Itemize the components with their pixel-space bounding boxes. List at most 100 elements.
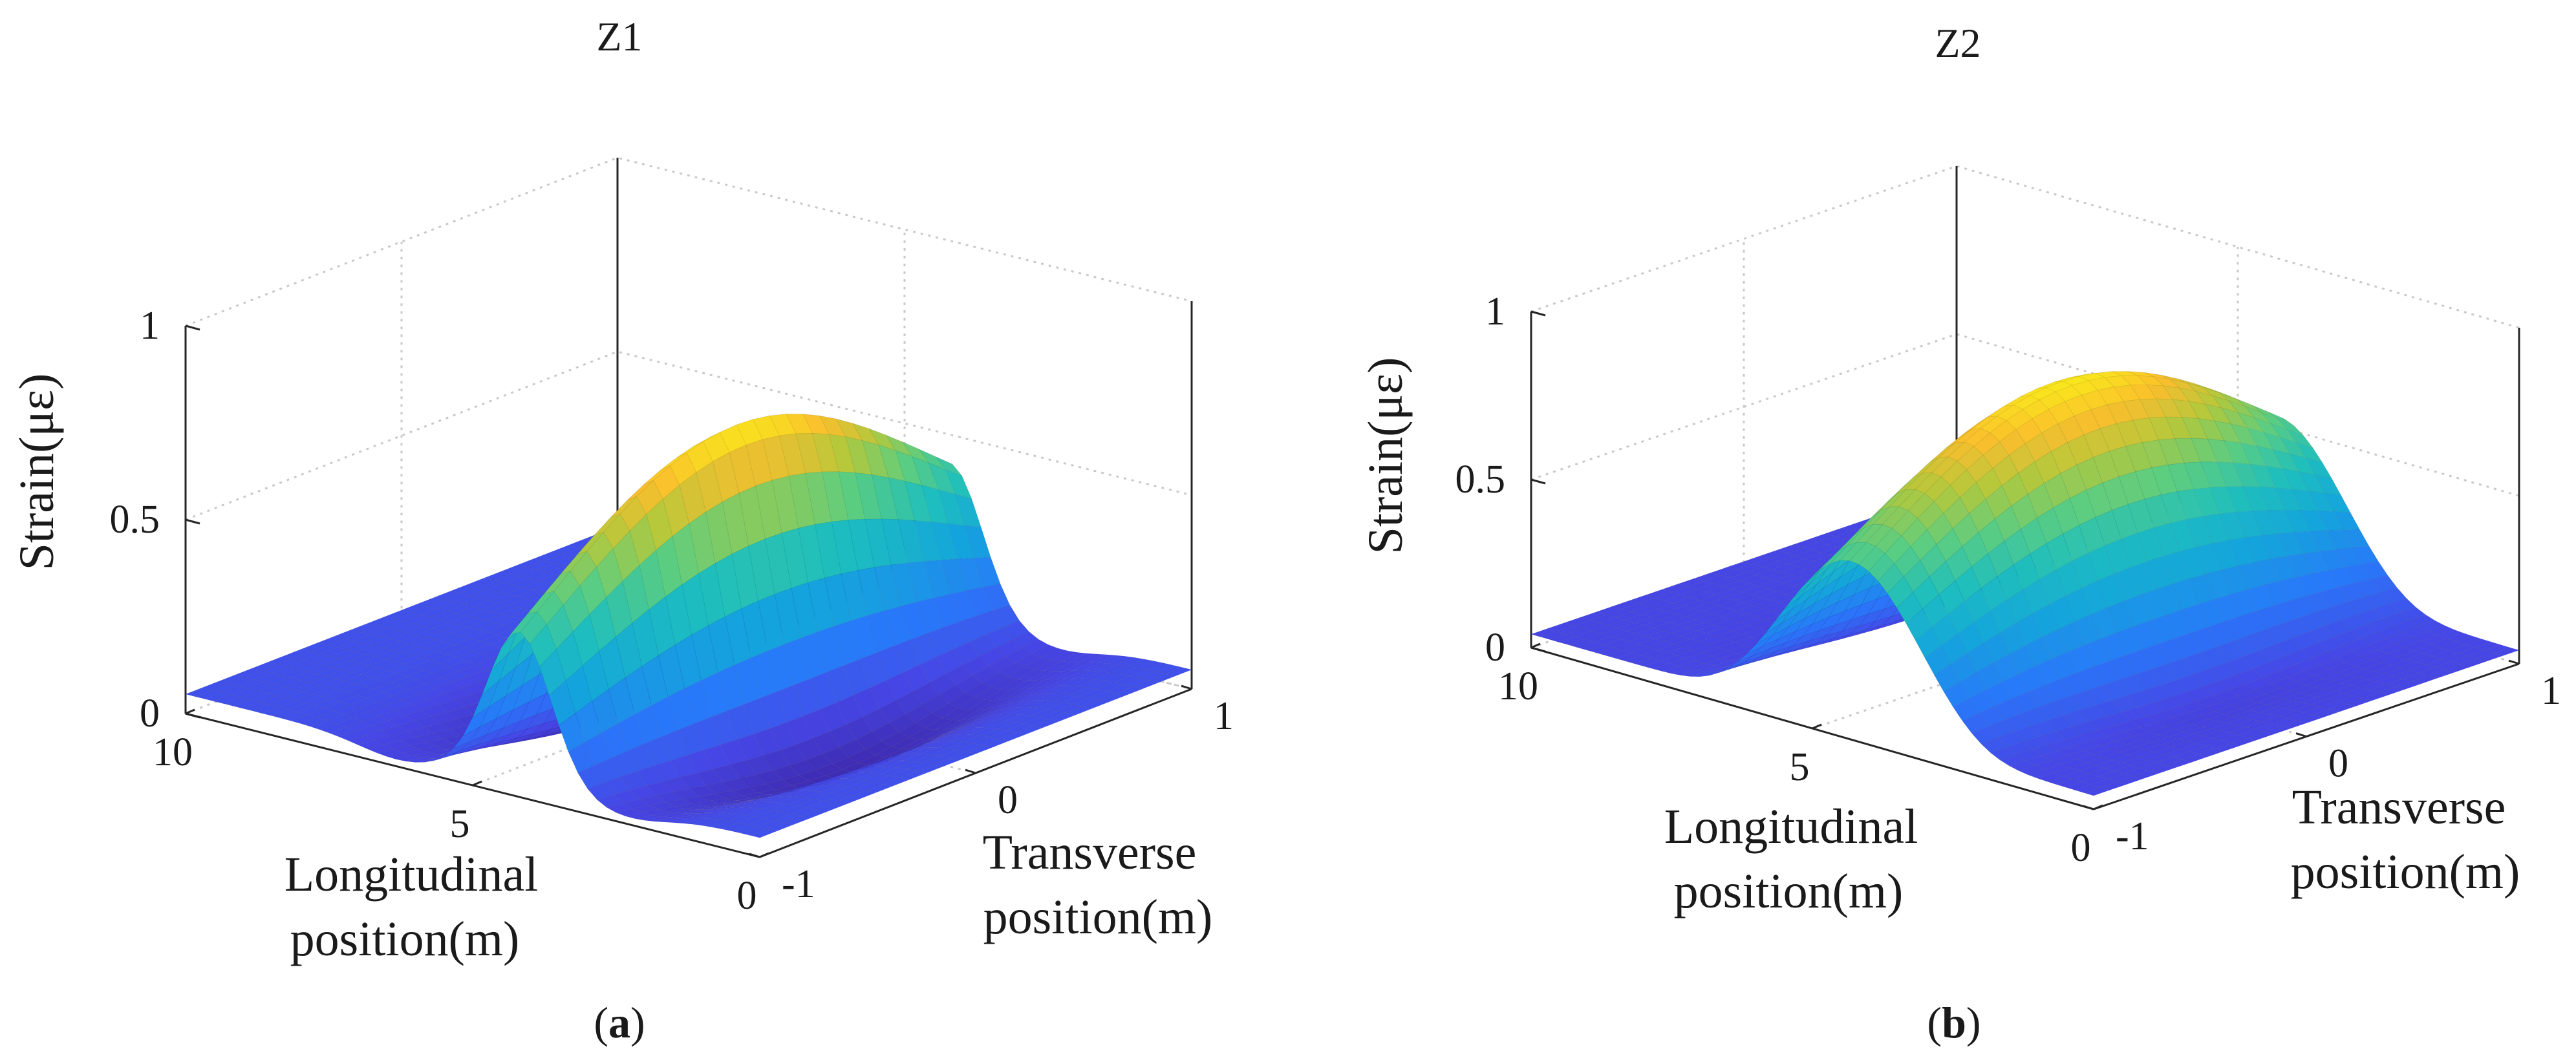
surface-cell <box>2076 754 2104 763</box>
y-tick <box>749 853 760 858</box>
surface-cell <box>957 697 985 711</box>
caption-close-b: ) <box>1966 998 1981 1047</box>
surface-cell <box>761 802 788 811</box>
surface-cell <box>434 590 462 600</box>
surface-cell <box>448 615 477 625</box>
surface-cell <box>824 573 852 627</box>
surface-cell <box>2059 759 2088 768</box>
surface-cell <box>938 684 966 704</box>
surface-cell <box>400 603 429 613</box>
surface-cell <box>453 726 480 749</box>
surface-cell <box>975 714 1002 723</box>
surface-cell <box>694 717 721 750</box>
y-tick-label: -1 <box>782 862 815 906</box>
surface-cell <box>1863 506 1890 528</box>
x-axis-label-line2-a: position(m) <box>290 912 520 966</box>
surface-cell <box>438 613 467 622</box>
surface-cell <box>458 746 485 754</box>
surface-cell <box>717 664 745 712</box>
surface-cell <box>1048 712 1077 722</box>
surface-cell <box>1830 542 1858 564</box>
y-tick <box>2083 805 2094 811</box>
surface-cell <box>766 822 794 832</box>
surface-cell <box>416 673 444 684</box>
surface-cell <box>484 734 511 747</box>
surface-cell <box>854 772 881 781</box>
surface-cell <box>861 766 888 774</box>
surface-cell <box>434 750 461 761</box>
surface-cell <box>2017 765 2045 776</box>
x-tick-label: 10 <box>153 730 193 774</box>
surface-cell <box>2037 381 2063 389</box>
surface-cell <box>512 673 540 711</box>
surface-cell <box>1871 493 1897 518</box>
surface-cell <box>897 519 925 564</box>
panel-caption-a: (a) <box>594 998 645 1047</box>
surface-cell <box>372 639 401 648</box>
surface-cell <box>865 783 894 793</box>
surface-cell <box>970 706 996 719</box>
surface-cell <box>890 737 919 750</box>
surface-cell <box>349 698 378 708</box>
surface-cell <box>376 695 403 706</box>
surface-cell <box>1880 489 1906 511</box>
surface-cell <box>596 794 624 808</box>
z-tick-label: 1 <box>1485 290 1505 334</box>
surface-cell <box>1003 688 1030 700</box>
surface-cell <box>1065 706 1093 716</box>
surface-cell <box>460 629 489 639</box>
surface-cell <box>668 808 695 814</box>
z-tick-label: 0.5 <box>1455 458 1506 502</box>
surface-cell <box>350 622 379 633</box>
gridline-x <box>472 229 906 787</box>
surface-cell <box>458 617 486 628</box>
surface-cell <box>522 580 550 590</box>
surface-cell <box>998 732 1027 741</box>
surface-cell <box>1755 622 1783 644</box>
surface-cell <box>1887 576 1914 608</box>
surface-cell <box>383 610 413 620</box>
surface-cell <box>380 725 409 736</box>
surface-cell <box>460 586 488 596</box>
surface-cell <box>462 597 491 608</box>
surface-cell <box>2083 787 2111 796</box>
surface-cell <box>998 662 1025 677</box>
y-tick <box>2295 732 2307 737</box>
surface-cell <box>339 652 367 661</box>
surface-cell <box>2172 712 2200 723</box>
surface-cell <box>2151 736 2179 745</box>
caption-open-a: ( <box>594 998 608 1047</box>
surface-cell <box>901 441 930 463</box>
surface-cell <box>582 650 609 702</box>
surface-cell <box>524 728 551 740</box>
surface-cell <box>2312 668 2340 679</box>
surface-cell <box>542 554 572 564</box>
z-axis-label-b: Strain(με) <box>1358 357 1413 555</box>
y-tick <box>1181 684 1192 690</box>
surface-cell <box>422 619 451 629</box>
surface-cell <box>548 680 576 726</box>
surface-cell <box>663 817 691 823</box>
surface-cell <box>515 589 543 599</box>
surface-cell <box>2027 769 2055 779</box>
surface-cell <box>1840 542 1867 562</box>
surface-cell <box>345 721 373 732</box>
surface-cell <box>720 822 749 832</box>
surface-cell <box>782 816 811 825</box>
surface-cell <box>786 716 813 745</box>
surface-cell <box>1075 670 1101 679</box>
y-axis-label-line2-a: position(m) <box>983 890 1213 944</box>
surface-cell <box>510 567 538 577</box>
surface-cell <box>493 720 521 740</box>
surface-cell <box>848 518 875 571</box>
surface-cell <box>905 480 932 523</box>
surface-cell <box>855 472 882 520</box>
surface-cell <box>1924 645 1951 675</box>
surface-cell <box>433 666 460 678</box>
surface-cell <box>427 599 455 609</box>
surface-cell <box>332 704 361 715</box>
surface-cell <box>502 701 530 728</box>
surface-cell <box>637 765 664 786</box>
surface-cell <box>396 623 424 633</box>
